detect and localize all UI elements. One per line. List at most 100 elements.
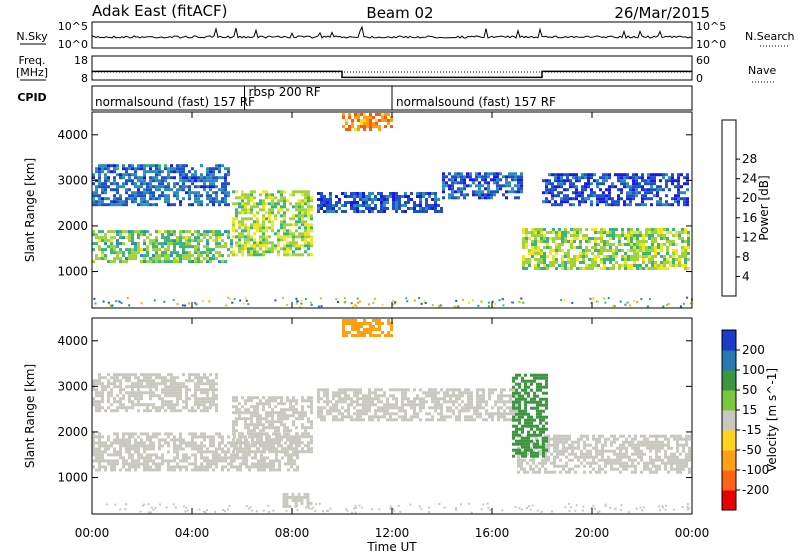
velocity-cell [242,459,245,463]
power-cell [481,178,484,182]
power-cell [98,248,101,252]
power-cell [469,172,472,176]
power-cell [543,267,546,270]
velocity-cell [527,385,530,389]
velocity-cell [542,430,545,434]
velocity-cell [233,447,236,451]
power-cell [113,197,116,201]
power-cell [128,248,131,252]
power-cell [107,203,110,207]
power-cell [653,173,656,177]
velocity-cell [335,391,338,395]
power-cell [520,172,523,176]
velocity-cell [242,447,245,451]
power-cell [659,188,662,192]
power-cell [286,244,289,248]
power-cell [548,182,551,186]
velocity-cell [301,447,304,451]
velocity-cell [110,394,113,398]
power-cell [92,197,95,201]
velocity-cell [390,328,393,331]
velocity-cell [553,443,556,447]
power-speckle [592,296,595,299]
power-cell [651,246,654,249]
power-speckle [242,302,245,305]
power-cell [626,182,629,186]
velocity-cell [194,465,197,469]
power-cell [644,194,647,198]
velocity-cell [655,455,658,459]
power-cell [650,197,653,201]
power-cell [484,181,487,185]
velocity-cell [235,447,238,451]
velocity-cell [250,396,253,400]
power-cell [502,193,505,197]
power-cell [173,191,176,195]
velocity-cell [110,459,113,463]
velocity-cell [329,406,332,410]
power-cell [678,258,681,261]
power-cell [179,179,182,183]
velocity-cell [128,462,131,466]
velocity-cell [401,409,404,413]
velocity-cell [107,391,110,395]
velocity-cell [278,459,281,463]
power-cell [540,252,543,255]
velocity-cell [280,396,283,400]
power-cell [540,237,543,240]
velocity-cell [532,458,535,462]
velocity-cell [664,437,667,441]
power-cell [182,254,185,258]
velocity-cell [452,400,455,404]
velocity-cell [494,388,497,392]
power-cell [134,200,137,204]
power-cell [92,200,95,204]
power-cell [576,246,579,249]
power-cell [206,251,209,255]
velocity-cell [368,409,371,413]
velocity-cell [232,420,235,424]
power-cell [392,198,395,201]
power-cell [600,237,603,240]
power-cell [600,234,603,237]
power-cell [566,176,569,180]
velocity-cell [661,458,664,462]
power-cell [668,176,671,180]
power-cell [212,173,215,177]
velocity-cell [524,388,527,392]
velocity-cell [173,403,176,407]
velocity-cell [622,464,625,468]
velocity-cell [256,408,259,412]
velocity-cell [550,470,553,474]
power-cell [620,176,623,180]
velocity-cell [332,406,335,410]
velocity-cell [262,405,265,409]
velocity-cell [565,470,568,474]
velocity-cell [539,427,542,431]
power-cell [641,179,644,183]
power-cell [540,261,543,264]
velocity-cell [539,418,542,422]
velocity-cell [230,462,233,466]
power-cell [573,264,576,267]
power-cell [164,236,167,240]
power-cell [116,242,119,246]
power-cell [537,252,540,255]
power-cell [176,257,179,261]
velocity-cell [250,405,253,409]
power-cell [101,167,104,171]
velocity-cell [137,462,140,466]
velocity-cell [646,464,649,468]
power-cell [179,239,182,243]
velocity-cell [374,403,377,407]
velocity-cell [206,435,209,439]
power-cell [137,245,140,249]
velocity-cell [155,432,158,436]
velocity-cell [146,379,149,383]
velocity-cell [592,458,595,462]
power-cell [603,258,606,261]
velocity-cell [607,455,610,459]
velocity-cell [113,373,116,377]
velocity-cell [509,397,512,401]
power-cell [235,214,238,218]
